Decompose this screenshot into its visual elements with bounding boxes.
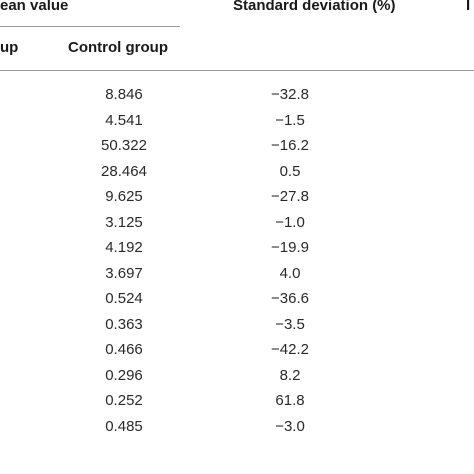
control-group-value: 3.697	[105, 265, 143, 282]
header-bottom-rule	[0, 70, 474, 71]
control-group-value: 0.296	[105, 367, 143, 384]
standard-deviation-value: 8.2	[279, 367, 301, 384]
control-group-value: 0.524	[105, 290, 143, 307]
control-group-value: 28.464	[101, 163, 147, 180]
control-group-value: 0.466	[105, 341, 143, 358]
standard-deviation-value: −42.2	[271, 341, 309, 358]
control-group-value: 0.252	[105, 392, 143, 409]
header-treatment-group: up	[0, 39, 19, 56]
header-control-group: Control group	[68, 39, 168, 56]
standard-deviation-value: −32.8	[271, 86, 309, 103]
standard-deviation-value: −1.5	[275, 112, 305, 129]
control-group-value: 0.363	[105, 316, 143, 333]
standard-deviation-value: −27.8	[271, 188, 309, 205]
control-group-value: 4.192	[105, 239, 143, 256]
control-group-value: 8.846	[105, 86, 143, 103]
control-group-value: 3.125	[105, 214, 143, 231]
standard-deviation-value: 0.5	[279, 163, 301, 180]
standard-deviation-value: −19.9	[271, 239, 309, 256]
standard-deviation-value: 4.0	[279, 265, 301, 282]
standard-deviation-value: −3.5	[275, 316, 305, 333]
header-standard-deviation: Standard deviation (%)	[233, 0, 396, 14]
header-mean-value: ean value	[0, 0, 69, 14]
standard-deviation-value: −3.0	[275, 418, 305, 435]
control-group-value: 0.485	[105, 418, 143, 435]
control-group-value: 50.322	[101, 137, 147, 154]
control-group-value: 4.541	[105, 112, 143, 129]
control-group-value: 9.625	[105, 188, 143, 205]
standard-deviation-value: −1.0	[275, 214, 305, 231]
header-group-rule	[0, 26, 180, 27]
standard-deviation-value: 61.8	[275, 392, 305, 409]
standard-deviation-value: −16.2	[271, 137, 309, 154]
header-truncated-column: I	[466, 0, 471, 14]
standard-deviation-value: −36.6	[271, 290, 309, 307]
